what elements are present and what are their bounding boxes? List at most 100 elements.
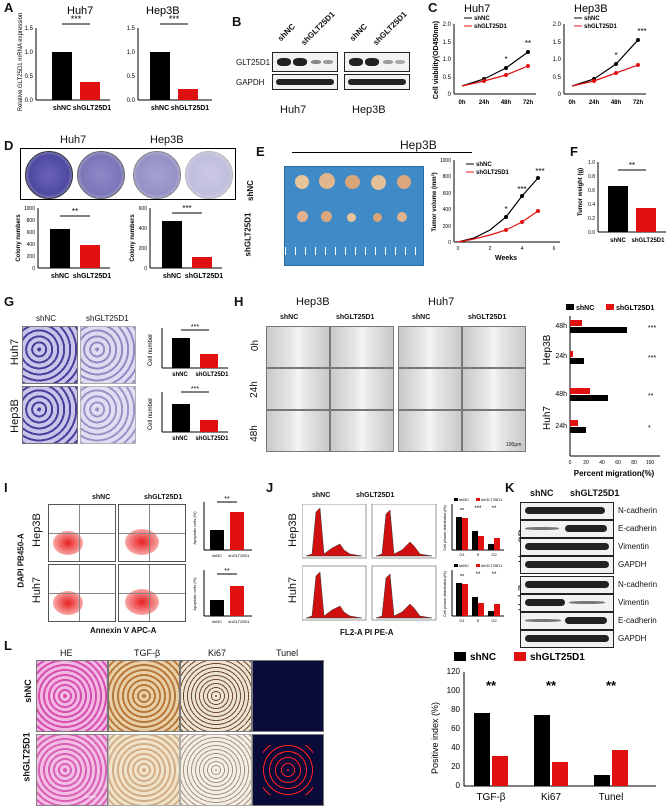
c2-tick: 1.0 bbox=[553, 57, 562, 63]
l-col: Tunel bbox=[276, 648, 299, 658]
f-tick: 0.2 bbox=[588, 216, 595, 222]
d2-x-shglt: shGLT25D1 bbox=[185, 273, 223, 280]
e-sig-5: *** bbox=[535, 167, 544, 176]
e-xlabel: Weeks bbox=[495, 255, 517, 262]
i1-bar-shnc bbox=[210, 530, 224, 550]
e-pt bbox=[520, 194, 524, 198]
i-col-shglt: shGLT25D1 bbox=[144, 494, 183, 501]
j-hist bbox=[302, 565, 367, 621]
l-ylabel: Positive index (%) bbox=[430, 702, 440, 774]
l-bar-tun-shglt bbox=[612, 750, 628, 786]
c2-legend-shnc: shNC bbox=[584, 16, 600, 22]
a2-bar-shglt bbox=[178, 89, 198, 100]
h-sig: *** bbox=[648, 325, 656, 332]
f-bar-shglt bbox=[636, 208, 656, 232]
h-micro bbox=[398, 326, 462, 368]
i-ylab2-1: Apoptotic cells (%) bbox=[192, 511, 197, 545]
e-pt bbox=[504, 215, 508, 219]
h-micro bbox=[398, 410, 462, 452]
j2-bar bbox=[462, 584, 468, 616]
g1-bar-shnc bbox=[172, 338, 190, 368]
c1-sig-72: ** bbox=[525, 39, 531, 48]
g1-x-shglt: shGLT25D1 bbox=[196, 372, 230, 378]
g-col-shglt: shGLT25D1 bbox=[86, 314, 129, 323]
a1-tick: 1.0 bbox=[25, 50, 34, 56]
b-blot-hep3b-glt bbox=[344, 52, 410, 72]
panel-d-charts: Colony numbers 0 200 400 600 800 1000 **… bbox=[16, 204, 223, 280]
k-hep-label: E-cadherin bbox=[618, 524, 657, 533]
d1-tick: 400 bbox=[27, 242, 36, 248]
a2-x-shglt: shGLT25D1 bbox=[171, 105, 209, 112]
h-xlabel: Percent migration(%) bbox=[574, 469, 655, 478]
e-ytick: 200 bbox=[443, 224, 452, 230]
j2-x: S bbox=[477, 618, 480, 623]
g2-bar-shglt bbox=[200, 420, 218, 432]
l-col: Ki67 bbox=[208, 648, 227, 658]
a1-tick: 0.5 bbox=[25, 74, 34, 80]
l-scale: 100μm bbox=[84, 794, 97, 799]
c2-sig-72: *** bbox=[637, 27, 646, 36]
a2-tick: 1.0 bbox=[127, 50, 136, 56]
d1-bar-shnc bbox=[50, 229, 70, 268]
k-huh-label: GAPDH bbox=[618, 634, 647, 643]
d-dish bbox=[185, 151, 233, 199]
a2-bar-shnc bbox=[150, 52, 170, 100]
h-xtick: 60 bbox=[615, 460, 621, 466]
k-blot bbox=[520, 502, 614, 520]
j2-bar bbox=[472, 597, 478, 616]
c1-line-shglt bbox=[461, 65, 529, 87]
panel-a-charts: Huh7 Hep3B Relative GLT25D1 mRNA express… bbox=[18, 5, 212, 112]
k-blot bbox=[520, 576, 614, 594]
e-pt bbox=[536, 209, 540, 213]
j-ylab2-2: Cell phase distribution(%) bbox=[442, 571, 447, 617]
j-row-huh7: Huh7 bbox=[287, 576, 300, 604]
i-xlabel: Annexin V APC-A bbox=[90, 626, 157, 635]
j2-bar bbox=[488, 611, 494, 616]
i1-bar-shglt bbox=[230, 512, 244, 550]
h-micro bbox=[266, 326, 330, 368]
c1-pt bbox=[526, 50, 530, 54]
l-tick: 20 bbox=[451, 762, 460, 771]
l-ihc-ki67 bbox=[180, 734, 252, 806]
d2-tick: 0 bbox=[144, 266, 147, 272]
c2-tick: 0.5 bbox=[553, 75, 562, 81]
e-ytick: 600 bbox=[443, 191, 452, 197]
i-row-hep3b: Hep3B bbox=[30, 513, 43, 547]
j1-x: G2 bbox=[491, 552, 497, 557]
h-bar-huh48-shnc bbox=[570, 395, 608, 401]
c-title-huh7: Huh7 bbox=[464, 3, 490, 15]
l-ihc-he bbox=[36, 660, 108, 732]
e-tumor-photo bbox=[284, 166, 424, 266]
j2-bar bbox=[494, 604, 500, 616]
j-row-hep3b: Hep3B bbox=[286, 513, 299, 547]
j1-bar bbox=[488, 544, 494, 550]
d2-x-shnc: shNC bbox=[163, 273, 181, 280]
h-micro bbox=[330, 326, 394, 368]
g-ylabel-2: Cell number bbox=[148, 398, 154, 430]
d-colony-frame bbox=[20, 148, 236, 200]
l-col: HE bbox=[60, 648, 73, 658]
j-hist bbox=[302, 504, 367, 559]
f-ylabel: Tumor weight (g) bbox=[578, 168, 584, 216]
h-micro bbox=[330, 368, 394, 410]
i2-x-shnc: shNC bbox=[212, 619, 222, 624]
i-row-huh7: Huh7 bbox=[31, 576, 44, 604]
k-huh-label: E-cadherin bbox=[618, 616, 657, 625]
c1-axes bbox=[453, 24, 536, 95]
c1-line-shnc bbox=[461, 51, 529, 87]
h-micro bbox=[330, 410, 394, 452]
c-title-hep3b: Hep3B bbox=[574, 3, 608, 15]
k-huh-label: Vimentin bbox=[618, 598, 649, 607]
a-title-hep3b: Hep3B bbox=[146, 5, 180, 17]
panel-e-chart: Tumor volume (mm³) 0 200 400 600 800 100… bbox=[431, 158, 560, 262]
g-micro bbox=[80, 386, 136, 444]
j1-bar bbox=[494, 538, 500, 550]
i-flow-plot bbox=[48, 564, 116, 622]
g-micro bbox=[22, 326, 78, 384]
k-col-shnc: shNC bbox=[530, 488, 554, 498]
e-label-shnc: shNC bbox=[245, 180, 255, 201]
c1-sig-48: * bbox=[504, 55, 507, 64]
h-legend-swatch-shnc bbox=[566, 304, 574, 310]
c-ylabel: Cell viability(OD450nm) bbox=[433, 21, 440, 99]
d-cell-huh7: Huh7 bbox=[60, 134, 87, 146]
